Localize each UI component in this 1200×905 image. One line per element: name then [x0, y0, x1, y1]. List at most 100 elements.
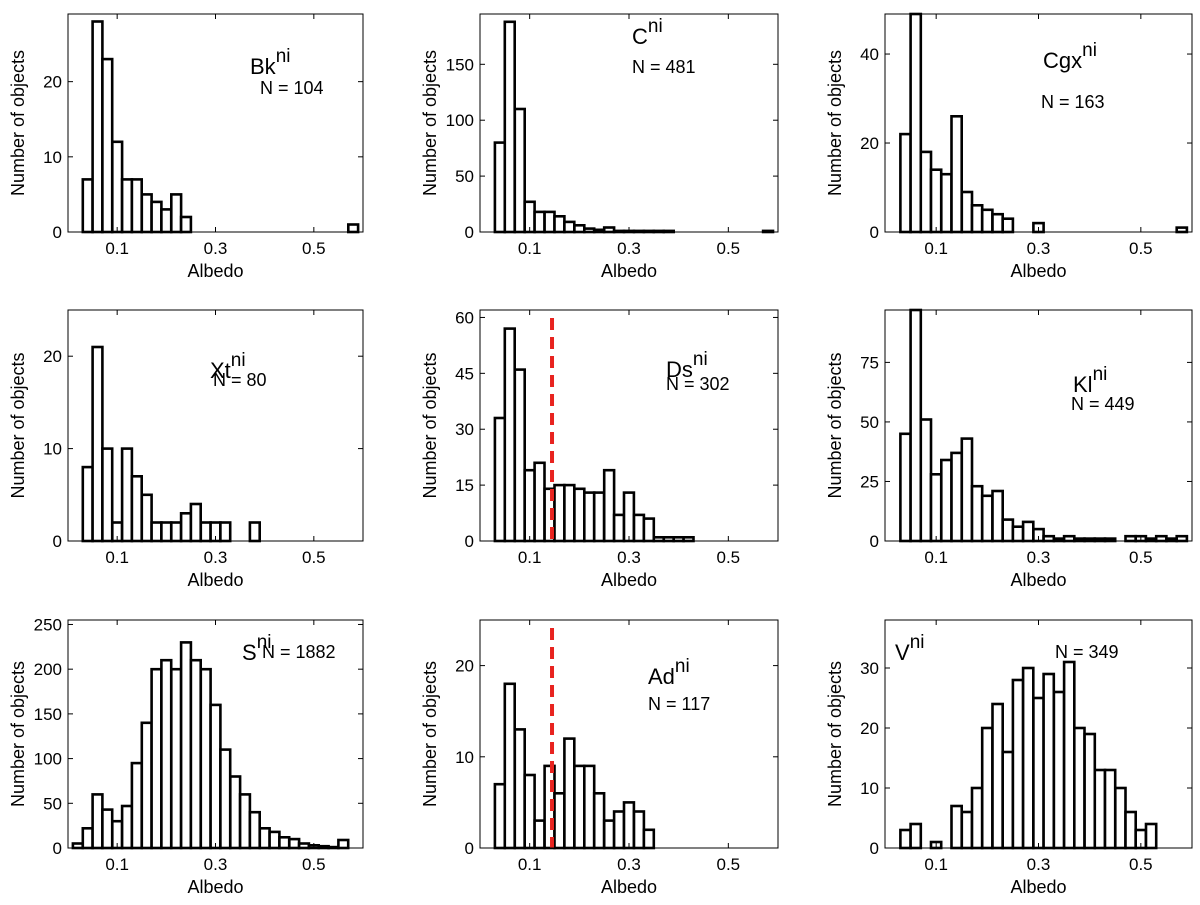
class-title: Sni [242, 632, 271, 665]
class-superscript: ni [675, 656, 690, 677]
y-axis-label: Number of objects [420, 50, 440, 196]
histogram-bar [553, 791, 566, 850]
histogram-bar [592, 491, 606, 543]
class-title: Bkni [250, 46, 290, 79]
y-axis-label: Number of objects [825, 661, 845, 807]
histogram-bar [493, 141, 507, 234]
histogram-bar [543, 210, 556, 234]
class-superscript: ni [257, 632, 272, 653]
x-tick-label: 0.3 [204, 548, 228, 567]
histogram-bar [939, 172, 953, 234]
y-tick-label: 250 [34, 615, 62, 634]
y-tick-label: 50 [43, 794, 62, 813]
histogram-bar [229, 775, 242, 850]
histogram-bar [179, 641, 193, 850]
histogram-bar [120, 447, 134, 543]
histogram-bar [523, 773, 536, 850]
histogram-panel: 0.1 0.3 0.5 0 10 20 Albedo Number of objects Adn… [420, 619, 779, 897]
histogram-bar [1032, 696, 1045, 850]
histogram-bar [179, 215, 193, 234]
y-tick-label: 20 [43, 73, 62, 92]
histogram-bar [1073, 726, 1086, 850]
histogram-bar [909, 822, 923, 850]
x-axis-label: Albedo [187, 261, 243, 281]
histogram-panel: 0.1 0.3 0.5 0 10 20 Albedo Number of objects Bkn… [8, 13, 364, 281]
histogram-bar [1062, 534, 1076, 543]
histogram-bar [1001, 217, 1015, 234]
y-tick-label: 75 [860, 353, 879, 372]
class-name: Bk [250, 54, 277, 79]
y-tick-label: 45 [455, 364, 474, 383]
histogram-bar [179, 511, 193, 543]
class-title: Dsni [666, 349, 708, 382]
x-tick-label: 0.1 [924, 548, 948, 567]
histogram-bar [682, 535, 695, 543]
histogram-bar [71, 842, 85, 850]
class-superscript: ni [1093, 364, 1108, 385]
histogram-bar [111, 140, 124, 234]
histogram-bar [929, 472, 943, 543]
histogram-bar [503, 682, 516, 850]
histogram-bar [652, 535, 665, 543]
histogram-bar [219, 521, 232, 543]
histogram-bar [101, 57, 114, 234]
histogram-bar [553, 483, 566, 543]
histogram-bar [248, 810, 261, 850]
y-tick-label: 50 [860, 413, 879, 432]
histogram-bar [950, 804, 963, 850]
y-tick-label: 150 [34, 705, 62, 724]
histogram-bar [1011, 525, 1025, 543]
y-axis-label: Number of objects [420, 661, 440, 807]
y-tick-label: 20 [860, 134, 879, 153]
histogram-bar [960, 190, 974, 234]
x-tick-label: 0.1 [518, 239, 542, 258]
sample-count: N = 302 [666, 374, 730, 394]
y-tick-label: 40 [860, 45, 879, 64]
histogram-bar [592, 791, 606, 850]
histogram-bar [1042, 672, 1056, 850]
class-name: V [895, 640, 910, 665]
histogram-bar [1154, 534, 1168, 543]
histogram-bar [980, 208, 994, 234]
histogram-bar [991, 702, 1004, 850]
class-name: Xt [210, 358, 231, 383]
y-tick-label: 0 [53, 532, 62, 551]
histogram-bar [199, 667, 212, 850]
histogram-bar [1083, 732, 1097, 850]
histogram-bar [980, 494, 994, 543]
class-name: Ds [666, 357, 693, 382]
histogram-bar [1042, 534, 1056, 543]
x-tick-label: 0.3 [204, 855, 228, 874]
histogram-panel: 0.1 0.3 0.5 0 50 100 150 200 250 Albedo Number of … [8, 615, 364, 897]
class-name: Kl [1073, 372, 1093, 397]
histogram-bar [909, 12, 923, 234]
histogram-panel: 0.1 0.3 0.5 0 15 30 45 60 Albedo Number of object… [420, 308, 779, 590]
x-tick-label: 0.5 [1129, 855, 1153, 874]
y-axis-label: Number of objects [8, 352, 28, 498]
x-axis-label: Albedo [601, 877, 657, 897]
y-tick-label: 0 [465, 223, 474, 242]
histogram-bar [602, 226, 616, 234]
histogram-bar [140, 721, 153, 850]
y-tick-label: 30 [455, 420, 474, 439]
y-tick-label: 60 [455, 308, 474, 327]
histogram-bar [563, 737, 576, 850]
histogram-bar [248, 521, 261, 543]
histogram-bar [130, 178, 143, 234]
histogram-bar [170, 193, 183, 234]
class-title: Vni [895, 632, 924, 665]
histogram-bar [287, 837, 301, 850]
x-axis-label: Albedo [1010, 877, 1066, 897]
histogram-bar [130, 474, 143, 543]
y-tick-label: 10 [860, 779, 879, 798]
sample-count: N = 481 [632, 57, 696, 77]
x-tick-label: 0.5 [1129, 548, 1153, 567]
histogram-bar [1175, 226, 1189, 234]
histogram-bar [258, 826, 271, 850]
x-tick-label: 0.3 [617, 548, 641, 567]
histogram-bar [150, 521, 163, 543]
x-tick-label: 0.5 [302, 548, 326, 567]
y-tick-label: 25 [860, 472, 879, 491]
histogram-bar [950, 451, 963, 543]
